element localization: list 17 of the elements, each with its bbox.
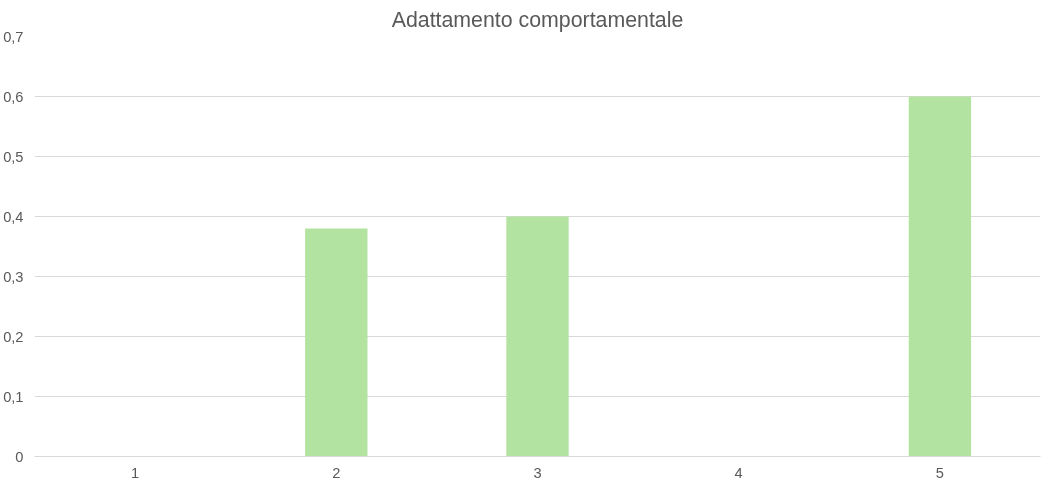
x-tick-label: 1 (131, 464, 140, 481)
bar (305, 228, 368, 457)
y-tick-label: 0 (15, 448, 24, 465)
y-tick-label: 0,3 (3, 268, 24, 285)
chart-title: Adattamento comportamentale (391, 7, 684, 32)
bar (908, 96, 972, 457)
x-tick-label: 4 (734, 464, 743, 481)
y-tick-label: 0,1 (3, 388, 24, 405)
y-tick-label: 0,6 (3, 88, 24, 105)
bar (506, 216, 569, 457)
y-tick-label: 0,7 (3, 28, 24, 45)
y-tick-label: 0,4 (3, 208, 24, 225)
y-tick-label: 0,5 (3, 148, 24, 165)
x-tick-label: 5 (935, 464, 944, 481)
x-tick-label: 3 (533, 464, 542, 481)
y-tick-label: 0,2 (3, 328, 24, 345)
x-tick-label: 2 (332, 464, 341, 481)
